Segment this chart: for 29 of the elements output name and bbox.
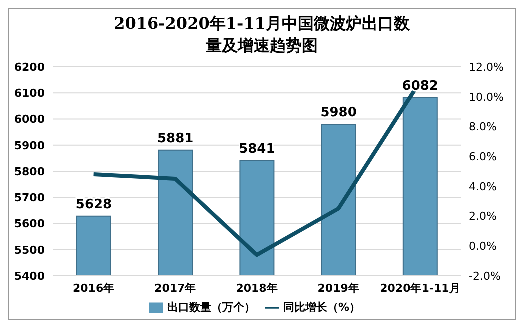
y-tick-label: 5400 [14,270,46,283]
data-label: 5628 [76,197,112,212]
x-tick-label: 2017年 [154,282,196,295]
y-tick-label: 5900 [14,139,46,152]
y2-tick-label: 8.0% [469,120,497,134]
y2-tick-label: 6.0% [469,150,497,164]
x-tick-label: 2020年1-11月 [380,282,460,295]
y2-tick-label: 10.0% [469,90,504,104]
y-tick-label: 6000 [14,113,46,126]
x-tick-label: 2018年 [236,282,278,295]
y-tick-label: 5800 [14,165,46,178]
y2-tick-label: 4.0% [469,180,497,194]
chart-title: 2016-2020年1-11月中国微波炉出口数量及增速趋势图 [113,13,411,57]
y-tick-label: 6100 [14,87,46,100]
legend-label: 出口数量（万个） [167,301,256,314]
y-tick-label: 6200 [14,60,46,74]
y2-tick-label: -2.0% [469,270,501,283]
y-tick-label: 5600 [14,218,46,231]
data-label: 5881 [158,131,194,146]
y-tick-label: 5500 [14,244,46,257]
data-label: 5841 [239,142,276,157]
x-tick-label: 2019年 [318,282,360,295]
data-label: 5980 [320,105,357,120]
legend-label: 同比增长（%） [283,301,361,314]
y2-tick-label: 2.0% [469,210,497,224]
y2-tick-label: 12.0% [469,60,504,74]
x-tick-label: 2016年 [72,282,115,295]
y-tick-label: 5700 [14,192,46,205]
y2-tick-label: 0.0% [469,240,497,254]
